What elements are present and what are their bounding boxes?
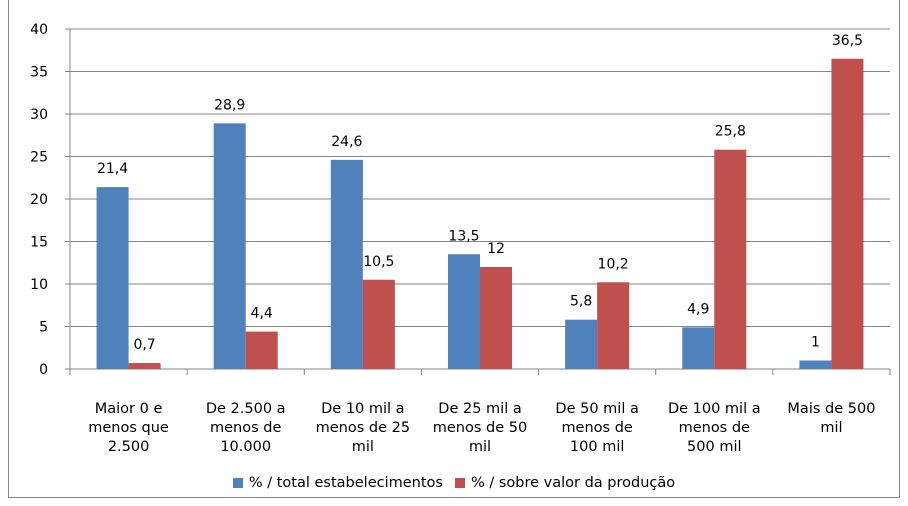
data-label-series-1: 13,5 xyxy=(448,228,479,244)
bar-series-2 xyxy=(128,363,161,369)
data-label-series-1: 5,8 xyxy=(570,294,592,310)
category-label: Maior 0 e menos que 2.500 xyxy=(88,401,169,455)
bar-series-1 xyxy=(448,254,480,369)
data-label-series-1: 24,6 xyxy=(331,134,362,150)
data-label-series-2: 10,5 xyxy=(363,254,394,270)
y-tick-labels: 0 5 10 15 20 25 30 35 40 xyxy=(30,22,48,378)
bar-series-2 xyxy=(597,282,630,369)
data-label-series-2: 36,5 xyxy=(832,33,863,49)
bar-series-2 xyxy=(831,58,864,369)
category-label: De 50 mil a menos de 100 mil xyxy=(555,401,638,455)
data-label-series-1: 1 xyxy=(811,335,820,351)
legend-item-series-1: % / total estabelecimentos xyxy=(232,475,443,491)
category-label: De 25 mil a menos de 50 mil xyxy=(433,401,527,455)
data-label-series-1: 21,4 xyxy=(97,161,128,177)
y-tick-label: 0 xyxy=(39,362,48,378)
data-label-series-2: 10,2 xyxy=(598,256,629,272)
legend-swatch-series-2 xyxy=(454,478,465,488)
bar-series-2 xyxy=(480,267,512,369)
y-tick-label: 35 xyxy=(30,65,48,81)
y-tick-label: 30 xyxy=(30,107,48,123)
data-labels: 21,4 28,9 24,6 13,5 5,8 4,9 1 0,7 4,4 10,5 12 10,2 2… xyxy=(97,33,863,353)
bar-series-1 xyxy=(682,327,715,369)
data-label-series-2: 25,8 xyxy=(715,124,746,140)
category-labels: Maior 0 e menos que 2.500 De 2.500 a menos d… xyxy=(88,401,875,455)
legend: % / total estabelecimentos % / sobre val… xyxy=(0,473,908,493)
y-tick-label: 5 xyxy=(39,320,48,336)
y-tick-label: 40 xyxy=(30,22,48,38)
bar-series-2 xyxy=(714,149,747,369)
legend-label-series-1: % / total estabelecimentos xyxy=(248,475,443,491)
legend-swatch-series-1 xyxy=(232,478,243,488)
category-label: De 100 mil a menos de 500 mil xyxy=(668,401,761,455)
y-tick-label: 10 xyxy=(30,277,48,293)
y-tick-label: 15 xyxy=(30,235,48,251)
bars xyxy=(96,58,864,369)
bar-series-1 xyxy=(96,187,129,369)
bar-series-1 xyxy=(799,360,832,369)
y-tick-label: 25 xyxy=(30,150,48,166)
bar-series-1 xyxy=(213,123,246,369)
legend-item-series-2: % / sobre valor da produção xyxy=(454,475,676,491)
category-label: Mais de 500 mil xyxy=(787,401,875,436)
category-label: De 10 mil a menos de 25 mil xyxy=(316,401,410,455)
data-label-series-1: 4,9 xyxy=(687,301,709,317)
chart-frame xyxy=(8,0,900,498)
bar-series-2 xyxy=(245,331,278,369)
data-label-series-2: 12 xyxy=(487,241,505,257)
bar-chart: 21,4 28,9 24,6 13,5 5,8 4,9 1 0,7 4,4 10,5 12 10,2 2… xyxy=(30,22,891,455)
category-label: De 2.500 a menos de 10.000 xyxy=(206,401,286,455)
bar-series-1 xyxy=(565,319,598,369)
bar-series-2 xyxy=(362,279,395,369)
data-label-series-2: 4,4 xyxy=(251,306,273,322)
data-label-series-1: 28,9 xyxy=(214,97,245,113)
data-label-series-2: 0,7 xyxy=(133,337,155,353)
legend-label-series-2: % / sobre valor da produção xyxy=(470,475,676,491)
y-tick-label: 20 xyxy=(30,192,48,208)
bar-series-1 xyxy=(330,159,363,369)
